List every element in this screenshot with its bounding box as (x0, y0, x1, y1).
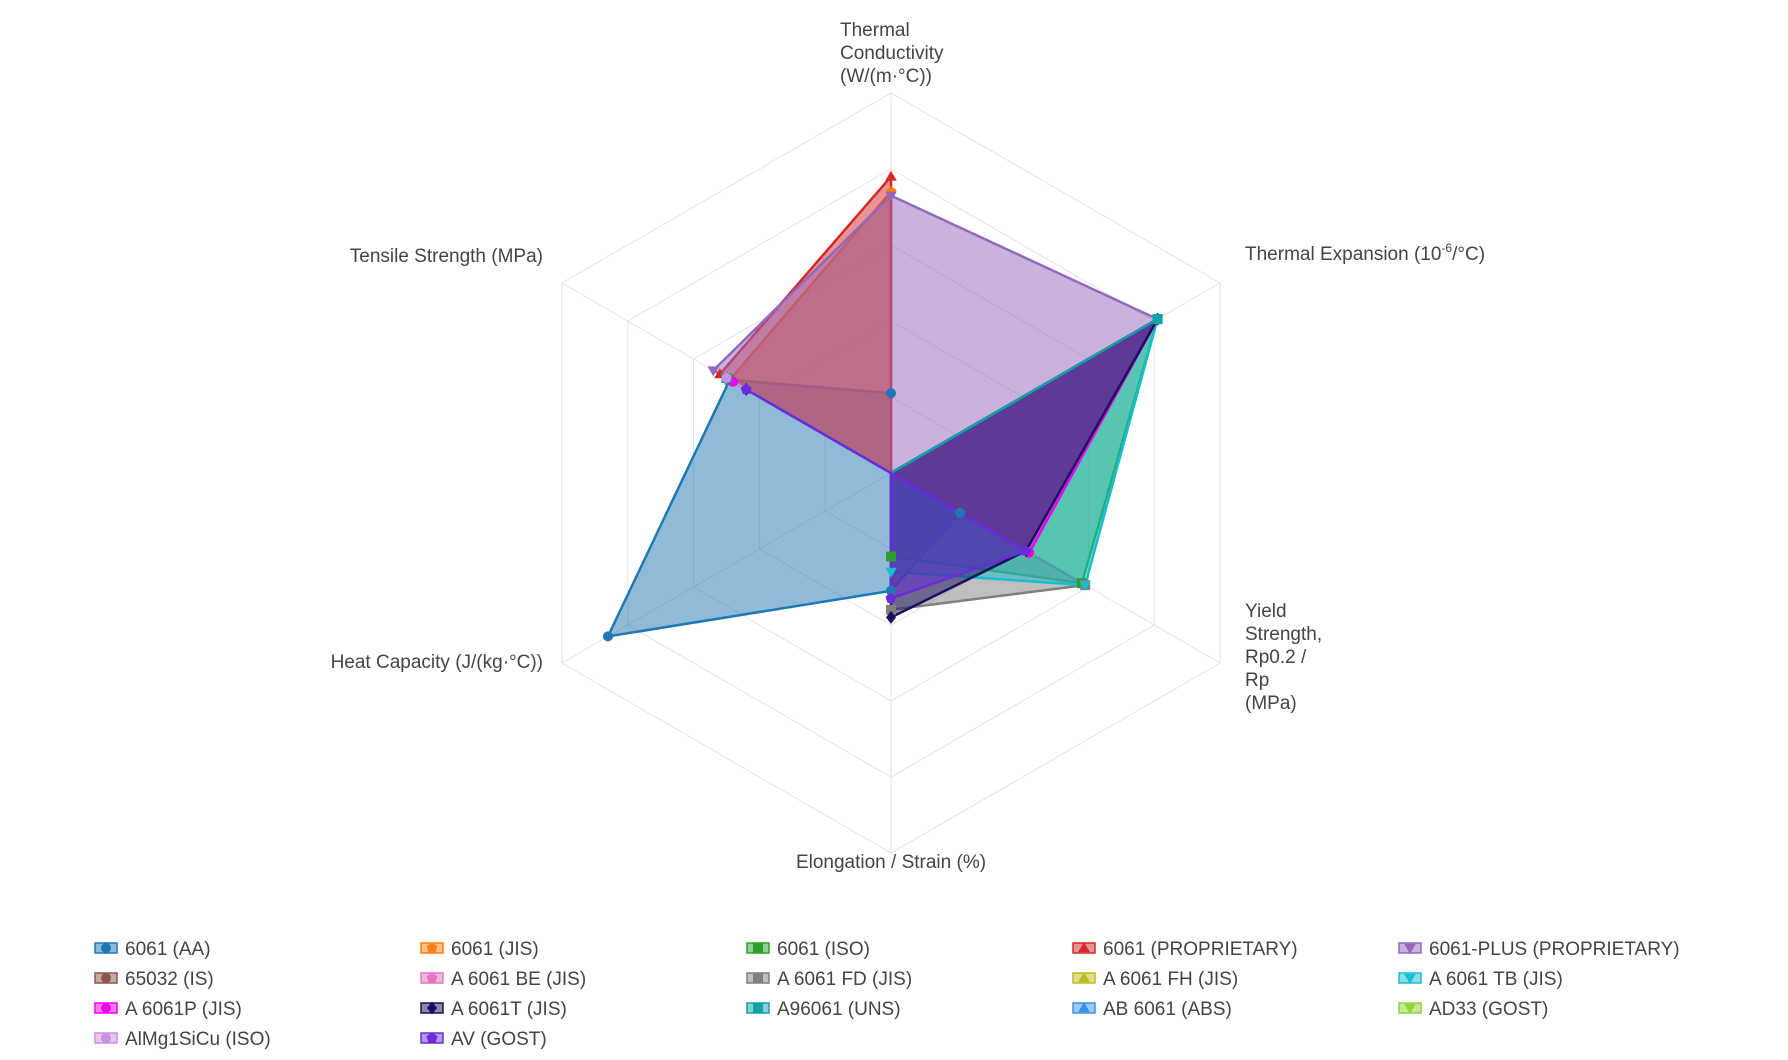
data-point-6061-aa-axis-2[interactable] (955, 507, 966, 518)
legend-marker (1078, 942, 1090, 952)
legend-item-a96061-uns[interactable]: A96061 (UNS) (746, 999, 901, 1020)
legend-label: 6061 (AA) (125, 939, 211, 960)
legend-item-65032-is[interactable]: 65032 (IS) (94, 969, 214, 990)
series-area-av-gost[interactable] (744, 388, 1028, 600)
axis-label-line: Elongation / Strain (%) (796, 852, 986, 873)
data-point-a-6061t-jis-axis-3[interactable] (886, 610, 896, 624)
legend-label: A 6061P (JIS) (125, 999, 242, 1020)
legend-marker (101, 943, 111, 953)
legend-marker (101, 1033, 111, 1043)
legend[interactable]: 6061 (AA) 6061 (JIS) 6061 (ISO) 6061 (PROPR… (94, 939, 1680, 1050)
legend-item-ab-6061-abs[interactable]: AB 6061 (ABS) (1072, 999, 1232, 1020)
legend-item-a-6061t-jis[interactable]: A 6061T (JIS) (420, 999, 567, 1020)
axis-label-4: Heat Capacity (J/(kg·°C)) (331, 652, 543, 673)
legend-label: A 6061 BE (JIS) (451, 969, 586, 990)
legend-item-a-6061p-jis[interactable]: A 6061P (JIS) (94, 999, 242, 1020)
axis-label-5: Tensile Strength (MPa) (350, 246, 543, 267)
legend-item-6061-iso[interactable]: 6061 (ISO) (746, 939, 870, 960)
axis-label-line: Rp0.2 / (1245, 647, 1307, 668)
legend-marker (1404, 1004, 1416, 1014)
legend-item-ad33-gost[interactable]: AD33 (GOST) (1398, 999, 1548, 1020)
legend-label: 6061 (PROPRIETARY) (1103, 939, 1298, 960)
legend-marker (101, 1003, 111, 1013)
axis-label-tail: /°C) (1452, 244, 1485, 265)
legend-marker (101, 973, 111, 983)
legend-marker (1404, 944, 1416, 954)
data-point-6061-aa-axis-3[interactable] (886, 585, 896, 596)
legend-marker (753, 973, 763, 983)
data-point-av-gost-axis-5[interactable] (740, 383, 752, 395)
data-point-6061-plus-proprietary-axis-5[interactable] (707, 366, 720, 377)
legend-label: 6061 (ISO) (777, 939, 870, 960)
axis-label-line: Thermal (840, 20, 910, 41)
data-point-a96061-uns-axis-1[interactable] (1152, 314, 1163, 325)
legend-marker (426, 942, 438, 953)
legend-marker (426, 972, 438, 983)
axis-label-line: (W/(m·°C)) (840, 66, 932, 87)
data-point-a-6061-fd-jis-axis-3[interactable] (886, 604, 896, 615)
axis-label-2: Yield Strength, Rp0.2 /Rp (MPa) (1245, 601, 1322, 714)
data-point-a-6061-tb-jis-axis-3[interactable] (885, 567, 897, 578)
data-point-a-6061-tb-jis-axis-2[interactable] (1079, 581, 1091, 592)
legend-item-6061-proprietary[interactable]: 6061 (PROPRIETARY) (1072, 939, 1298, 960)
legend-label: 6061-PLUS (PROPRIETARY) (1429, 939, 1680, 960)
axis-label-3: Elongation / Strain (%) (796, 852, 986, 873)
legend-label: 6061 (JIS) (451, 939, 539, 960)
legend-item-av-gost[interactable]: AV (GOST) (420, 1029, 547, 1050)
legend-label: AB 6061 (ABS) (1103, 999, 1232, 1020)
legend-marker (426, 1032, 438, 1043)
axis-label-1: Thermal Expansion (10-6/°C) (1245, 241, 1485, 265)
data-point-6061-proprietary-axis-0[interactable] (885, 170, 897, 181)
legend-marker (753, 943, 763, 953)
axis-label-line: Rp (1245, 670, 1269, 691)
legend-marker (1404, 974, 1416, 984)
axis-label-line: Heat Capacity (J/(kg·°C)) (331, 652, 543, 673)
legend-item-a-6061-fd-jis[interactable]: A 6061 FD (JIS) (746, 969, 912, 990)
legend-label: AlMg1SiCu (ISO) (125, 1029, 271, 1050)
legend-label: A 6061 FH (JIS) (1103, 969, 1238, 990)
series-layer (606, 175, 1159, 638)
axis-labels: Thermal Conductivity (W/(m·°C)) Thermal Exp… (331, 20, 1485, 873)
legend-label: AV (GOST) (451, 1029, 547, 1050)
legend-marker (1078, 1002, 1090, 1012)
axis-label-line: Yield (1245, 601, 1287, 622)
marker-layer (602, 170, 1164, 642)
axis-label-line: Conductivity (840, 43, 944, 64)
data-point-almg1sicu-iso-axis-5[interactable] (721, 373, 732, 383)
data-point-av-gost-axis-2[interactable] (1020, 545, 1032, 556)
legend-item-a-6061-be-jis[interactable]: A 6061 BE (JIS) (420, 969, 586, 990)
legend-item-a-6061-fh-jis[interactable]: A 6061 FH (JIS) (1072, 969, 1238, 990)
data-point-6061-iso-axis-3[interactable] (886, 551, 896, 562)
axis-label-line: (MPa) (1245, 693, 1297, 714)
axis-label-line: Strength, (1245, 624, 1322, 645)
legend-label: A96061 (UNS) (777, 999, 901, 1020)
legend-label: A 6061 FD (JIS) (777, 969, 912, 990)
axis-label-main: Thermal Expansion (10 (1245, 244, 1441, 265)
legend-item-almg1sicu-iso[interactable]: AlMg1SiCu (ISO) (94, 1029, 271, 1050)
axis-label-superscript: -6 (1441, 241, 1452, 255)
legend-label: AD33 (GOST) (1429, 999, 1548, 1020)
data-point-6061-aa-axis-4[interactable] (602, 631, 613, 642)
legend-label: 65032 (IS) (125, 969, 214, 990)
legend-item-a-6061-tb-jis[interactable]: A 6061 TB (JIS) (1398, 969, 1563, 990)
legend-label: A 6061T (JIS) (451, 999, 567, 1020)
legend-item-6061-aa[interactable]: 6061 (AA) (94, 939, 211, 960)
legend-item-6061-plus-proprietary[interactable]: 6061-PLUS (PROPRIETARY) (1398, 939, 1680, 960)
data-point-6061-aa-axis-0[interactable] (886, 388, 896, 399)
legend-marker (1078, 972, 1090, 982)
legend-label: A 6061 TB (JIS) (1429, 969, 1563, 990)
axis-label-line: Tensile Strength (MPa) (350, 246, 543, 267)
legend-marker (753, 1003, 763, 1013)
data-point-av-gost-axis-3[interactable] (885, 592, 897, 604)
data-point-6061-plus-proprietary-axis-0[interactable] (885, 191, 897, 202)
legend-marker (427, 1001, 437, 1015)
axis-label-0: Thermal Conductivity (W/(m·°C)) (840, 20, 944, 87)
legend-item-6061-jis[interactable]: 6061 (JIS) (420, 939, 539, 960)
